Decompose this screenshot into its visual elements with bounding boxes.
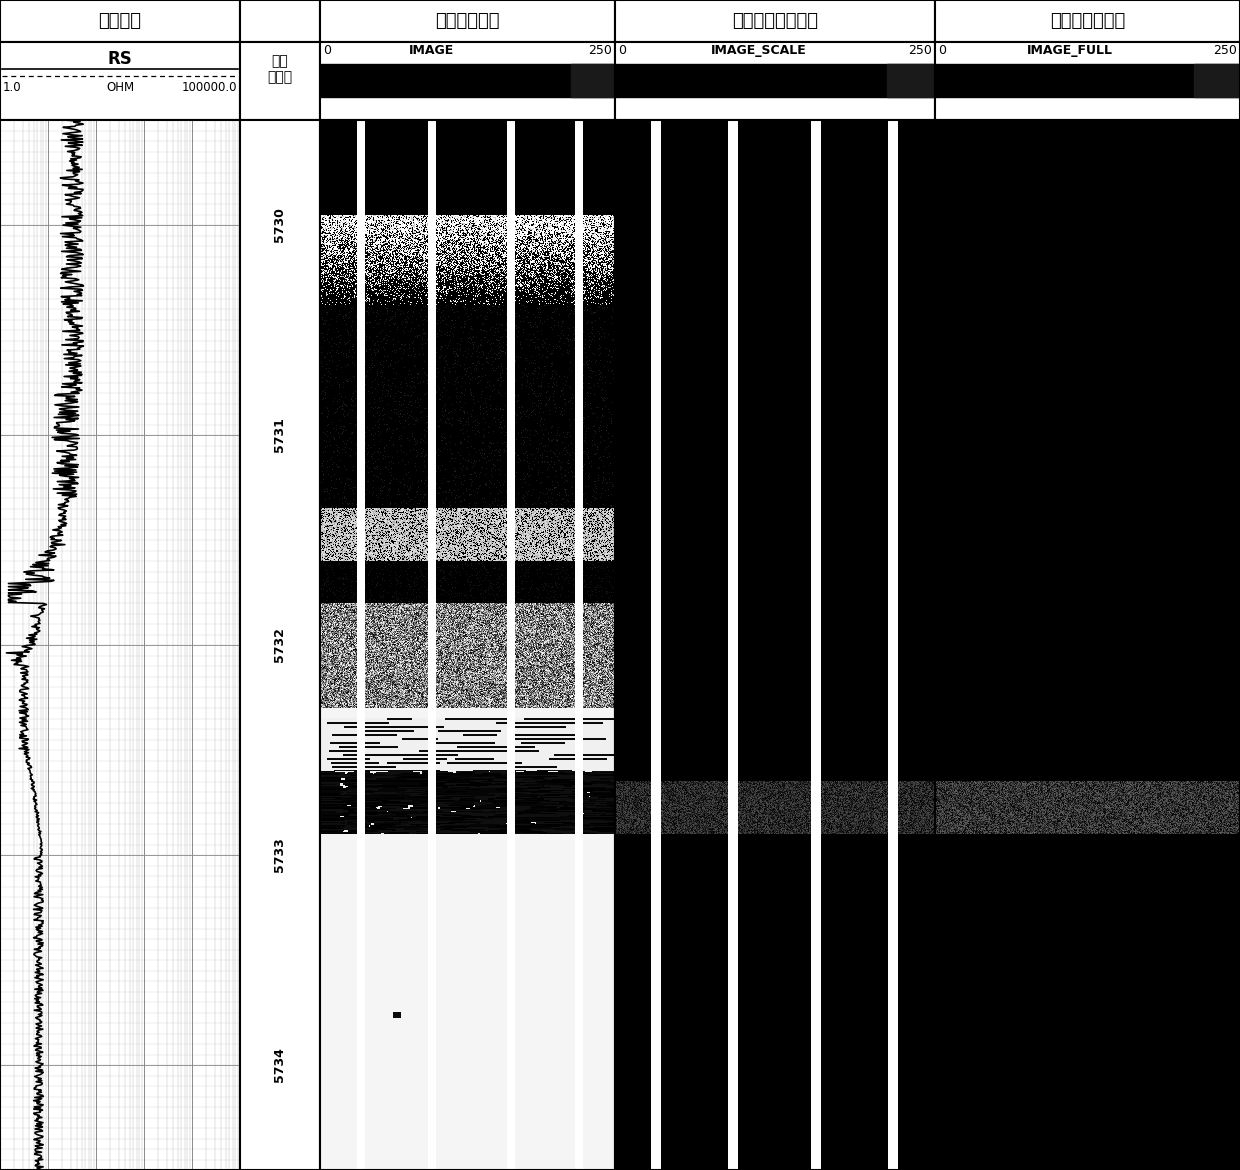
Text: 250: 250 xyxy=(908,44,931,57)
Text: 0: 0 xyxy=(619,44,626,57)
Text: 5733: 5733 xyxy=(274,838,286,873)
Text: 5734: 5734 xyxy=(274,1047,286,1082)
Text: 深度
（米）: 深度 （米） xyxy=(268,54,293,84)
Text: 0: 0 xyxy=(322,44,331,57)
Bar xyxy=(570,64,615,97)
Text: 0: 0 xyxy=(937,44,946,57)
Text: IMAGE: IMAGE xyxy=(408,44,454,57)
Text: 5731: 5731 xyxy=(274,418,286,453)
Bar xyxy=(320,64,615,97)
Text: 原始成像图像: 原始成像图像 xyxy=(435,12,500,30)
Text: 浅电阻率: 浅电阻率 xyxy=(98,12,141,30)
Text: 250: 250 xyxy=(588,44,613,57)
Text: IMAGE_SCALE: IMAGE_SCALE xyxy=(711,44,807,57)
Text: 刻度后的成像图像: 刻度后的成像图像 xyxy=(732,12,818,30)
Text: 1.0: 1.0 xyxy=(2,81,21,94)
Text: OHM: OHM xyxy=(105,81,134,94)
Text: 5730: 5730 xyxy=(274,207,286,242)
Text: 250: 250 xyxy=(1213,44,1238,57)
Text: RS: RS xyxy=(108,50,133,68)
Bar xyxy=(935,64,1240,97)
Text: 5732: 5732 xyxy=(274,627,286,662)
Bar xyxy=(615,64,935,97)
Bar xyxy=(1194,64,1240,97)
Text: 全井眼成像图像: 全井眼成像图像 xyxy=(1050,12,1125,30)
Bar xyxy=(887,64,935,97)
Text: IMAGE_FULL: IMAGE_FULL xyxy=(1027,44,1112,57)
Text: 100000.0: 100000.0 xyxy=(182,81,238,94)
